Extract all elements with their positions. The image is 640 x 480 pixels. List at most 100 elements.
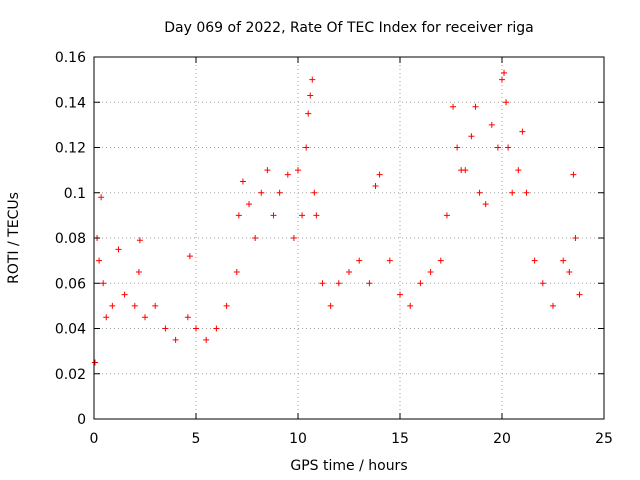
data-point (121, 291, 128, 298)
data-point (476, 189, 483, 196)
y-tick-label: 0 (77, 412, 86, 428)
data-point (570, 171, 577, 178)
y-tick-label: 0.08 (55, 231, 86, 247)
data-point (327, 302, 334, 309)
data-point (162, 325, 169, 332)
data-point (309, 76, 316, 83)
data-point (109, 302, 116, 309)
data-point (172, 336, 179, 343)
x-tick-label: 10 (289, 431, 307, 447)
data-point (299, 212, 306, 219)
y-tick-label: 0.1 (64, 186, 86, 202)
data-point (572, 235, 579, 241)
data-point (186, 253, 193, 260)
data-point (523, 189, 530, 196)
y-tick-label: 0.02 (55, 367, 86, 383)
x-tick-label: 25 (595, 431, 613, 447)
data-point (335, 280, 342, 287)
y-tick-label: 0.12 (55, 141, 86, 157)
data-point (223, 302, 230, 309)
x-tick-label: 5 (192, 431, 201, 447)
data-point (239, 178, 246, 185)
data-point (366, 280, 373, 287)
data-point (376, 171, 383, 178)
data-point (264, 167, 271, 174)
data-point (136, 237, 143, 244)
data-point (92, 359, 99, 366)
data-point (407, 302, 414, 309)
data-points (92, 69, 583, 366)
data-point (450, 103, 457, 110)
data-point (397, 291, 403, 298)
data-point (100, 280, 107, 287)
data-point (566, 268, 573, 275)
x-tick-label: 20 (493, 431, 511, 447)
data-point (258, 189, 265, 196)
data-point (427, 268, 434, 275)
data-point (437, 257, 444, 264)
data-point (131, 302, 138, 309)
data-point (417, 280, 424, 287)
data-point (482, 201, 489, 208)
data-point (576, 291, 583, 298)
x-axis-label: GPS time / hours (290, 458, 407, 474)
data-point (356, 257, 363, 264)
data-point (560, 257, 567, 264)
data-point (307, 92, 314, 99)
grid-lines (94, 57, 604, 419)
data-point (346, 268, 352, 275)
data-point (213, 325, 220, 332)
data-point (494, 144, 501, 151)
data-point (539, 280, 546, 287)
data-point (235, 212, 242, 219)
data-point (531, 257, 538, 264)
y-axis-ticks: 0 0.02 0.04 0.06 0.08 0.1 0.12 0.14 0.16 (55, 50, 604, 428)
data-point (203, 336, 210, 343)
y-tick-label: 0.14 (55, 95, 86, 111)
data-point (505, 144, 512, 151)
data-point (443, 212, 450, 219)
data-point (252, 235, 259, 241)
data-point (305, 110, 312, 117)
data-point (515, 167, 522, 174)
y-axis-label: ROTI / TECUs (6, 192, 22, 284)
y-tick-label: 0.06 (55, 276, 86, 292)
data-point (276, 189, 283, 196)
data-point (462, 167, 469, 174)
data-point (499, 76, 505, 83)
data-point (233, 268, 240, 275)
data-point (501, 69, 508, 76)
data-point (96, 257, 103, 264)
data-point (270, 212, 277, 219)
plot-frame (93, 56, 605, 420)
data-point (319, 280, 326, 287)
data-point (135, 268, 142, 275)
data-point (468, 133, 475, 140)
data-point (454, 144, 461, 151)
y-tick-label: 0.04 (55, 322, 86, 338)
data-point (509, 189, 516, 196)
data-point (372, 182, 379, 189)
data-point (184, 314, 191, 321)
data-point (303, 144, 310, 151)
x-tick-label: 15 (391, 431, 409, 447)
data-point (246, 201, 253, 208)
data-point (290, 235, 297, 241)
data-point (152, 302, 159, 309)
x-tick-label: 0 (90, 431, 99, 447)
data-point (386, 257, 393, 264)
chart-title: Day 069 of 2022, Rate Of TEC Index for r… (164, 20, 533, 36)
data-point (98, 194, 105, 201)
data-point (311, 189, 318, 196)
data-point (503, 99, 510, 106)
data-point (295, 167, 301, 174)
data-point (193, 325, 199, 332)
data-point (550, 302, 556, 309)
x-axis-ticks: 0 5 10 15 20 25 (90, 57, 613, 447)
data-point (103, 314, 110, 321)
data-point (284, 171, 291, 178)
data-point (488, 121, 495, 128)
data-point (142, 314, 148, 321)
data-point (115, 246, 122, 253)
